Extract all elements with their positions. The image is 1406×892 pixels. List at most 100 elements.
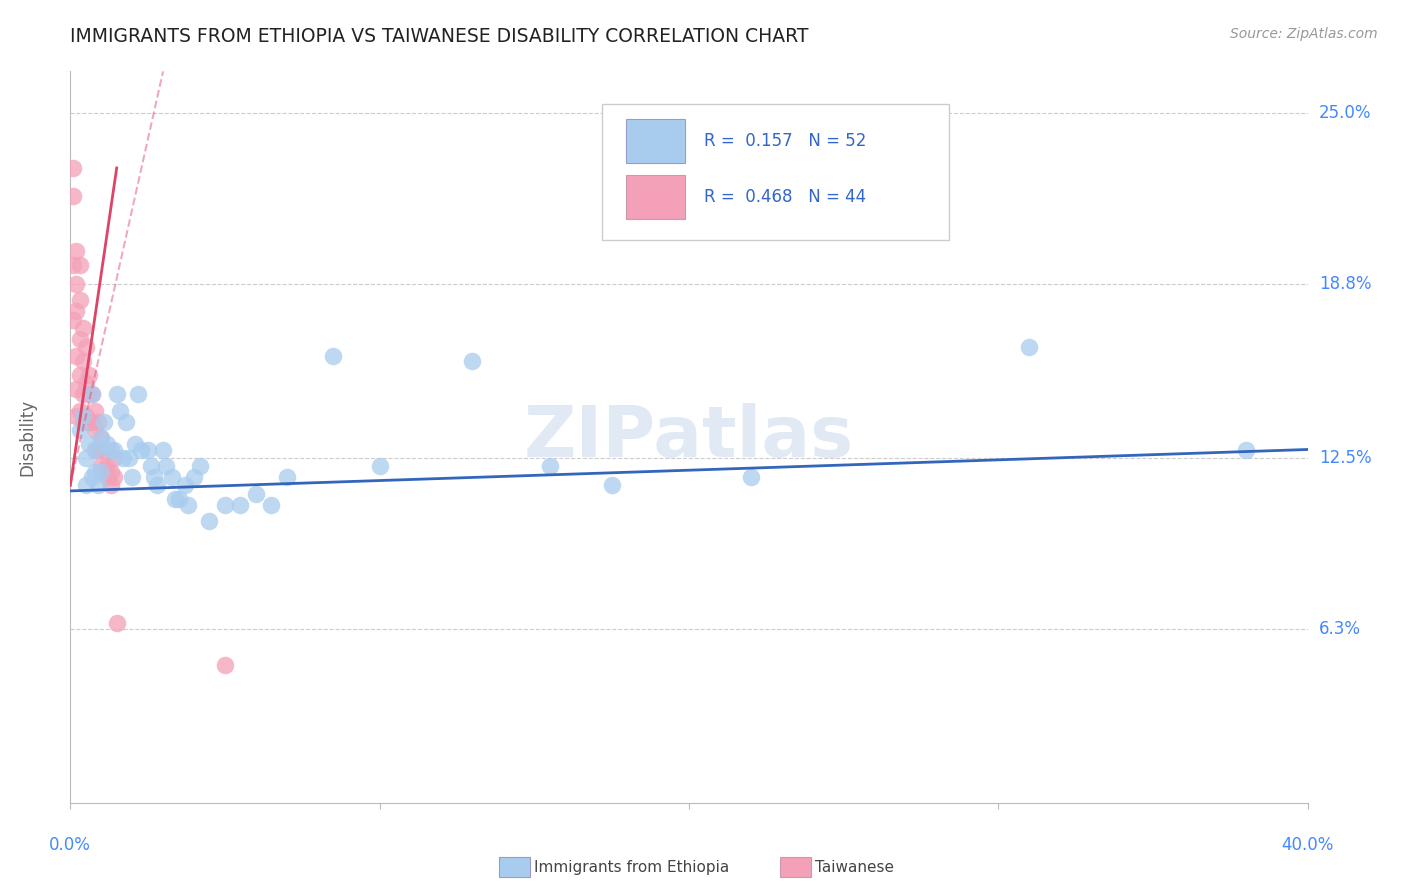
Point: [90, 432, 112, 446]
Point: [100, 478, 122, 492]
Point: [72, 354, 94, 368]
Point: [69, 258, 91, 272]
Point: [75, 340, 97, 354]
Text: IMMIGRANTS FROM ETHIOPIA VS TAIWANESE DISABILITY CORRELATION CHART: IMMIGRANTS FROM ETHIOPIA VS TAIWANESE DI…: [70, 27, 808, 45]
Point: [77, 415, 100, 429]
Point: [121, 470, 143, 484]
Text: 0.0%: 0.0%: [49, 836, 91, 854]
Point: [165, 492, 187, 507]
Point: [245, 486, 267, 500]
Point: [90, 432, 112, 446]
Point: [69, 368, 91, 382]
Point: [115, 415, 138, 429]
Point: [69, 404, 91, 418]
Point: [214, 498, 236, 512]
Text: ZIPatlas: ZIPatlas: [524, 402, 853, 472]
Point: [84, 423, 107, 437]
Point: [162, 470, 184, 484]
Point: [538, 458, 561, 473]
FancyBboxPatch shape: [626, 120, 685, 163]
Point: [103, 450, 125, 465]
Point: [72, 321, 94, 335]
Point: [75, 450, 97, 465]
Point: [100, 442, 122, 457]
Point: [77, 387, 100, 401]
Point: [600, 478, 623, 492]
Point: [198, 514, 221, 528]
Point: [75, 376, 97, 391]
Point: [84, 465, 107, 479]
Point: [62, 188, 84, 202]
Point: [69, 293, 91, 308]
Point: [139, 458, 162, 473]
Point: [127, 387, 149, 401]
Text: 18.8%: 18.8%: [1319, 275, 1371, 293]
Point: [80, 470, 103, 484]
FancyBboxPatch shape: [602, 104, 949, 240]
Point: [72, 409, 94, 424]
Point: [111, 450, 134, 465]
Point: [90, 458, 112, 473]
Point: [1234, 442, 1257, 457]
Text: 40.0%: 40.0%: [1281, 836, 1334, 854]
Point: [96, 458, 118, 473]
Point: [96, 437, 118, 451]
Point: [65, 382, 87, 396]
Point: [62, 312, 84, 326]
Text: Source: ZipAtlas.com: Source: ZipAtlas.com: [1230, 27, 1378, 41]
Point: [229, 498, 252, 512]
Point: [118, 450, 141, 465]
Point: [75, 409, 97, 424]
Point: [124, 437, 146, 451]
Point: [276, 470, 298, 484]
Point: [72, 387, 94, 401]
Point: [72, 415, 94, 429]
Point: [69, 423, 91, 437]
Point: [75, 478, 97, 492]
Point: [93, 465, 115, 479]
Point: [65, 277, 87, 291]
Point: [84, 404, 107, 418]
Point: [65, 304, 87, 318]
Point: [260, 498, 283, 512]
Point: [77, 368, 100, 382]
Point: [84, 442, 107, 457]
Text: 25.0%: 25.0%: [1319, 103, 1371, 122]
Point: [62, 258, 84, 272]
Point: [105, 387, 128, 401]
Point: [131, 442, 153, 457]
Point: [142, 470, 165, 484]
Point: [103, 470, 125, 484]
Text: 6.3%: 6.3%: [1319, 620, 1361, 638]
Point: [152, 442, 174, 457]
Text: R =  0.157   N = 52: R = 0.157 N = 52: [704, 132, 866, 150]
Point: [87, 478, 110, 492]
Point: [65, 409, 87, 424]
Point: [87, 415, 110, 429]
Text: 12.5%: 12.5%: [1319, 449, 1371, 467]
Point: [1018, 340, 1040, 354]
Text: Taiwanese: Taiwanese: [815, 860, 894, 874]
Point: [214, 657, 236, 672]
Point: [136, 442, 159, 457]
FancyBboxPatch shape: [626, 176, 685, 219]
Text: R =  0.468   N = 44: R = 0.468 N = 44: [704, 188, 866, 206]
Point: [84, 442, 107, 457]
Point: [103, 442, 125, 457]
Point: [80, 387, 103, 401]
Point: [93, 442, 115, 457]
Point: [368, 458, 391, 473]
Point: [87, 442, 110, 457]
Point: [167, 492, 190, 507]
Point: [146, 478, 169, 492]
Point: [177, 498, 200, 512]
Point: [100, 465, 122, 479]
Point: [65, 244, 87, 258]
Point: [173, 478, 195, 492]
Point: [62, 161, 84, 175]
Point: [90, 465, 112, 479]
Point: [80, 387, 103, 401]
Point: [322, 349, 344, 363]
Point: [105, 616, 128, 631]
Point: [183, 470, 205, 484]
